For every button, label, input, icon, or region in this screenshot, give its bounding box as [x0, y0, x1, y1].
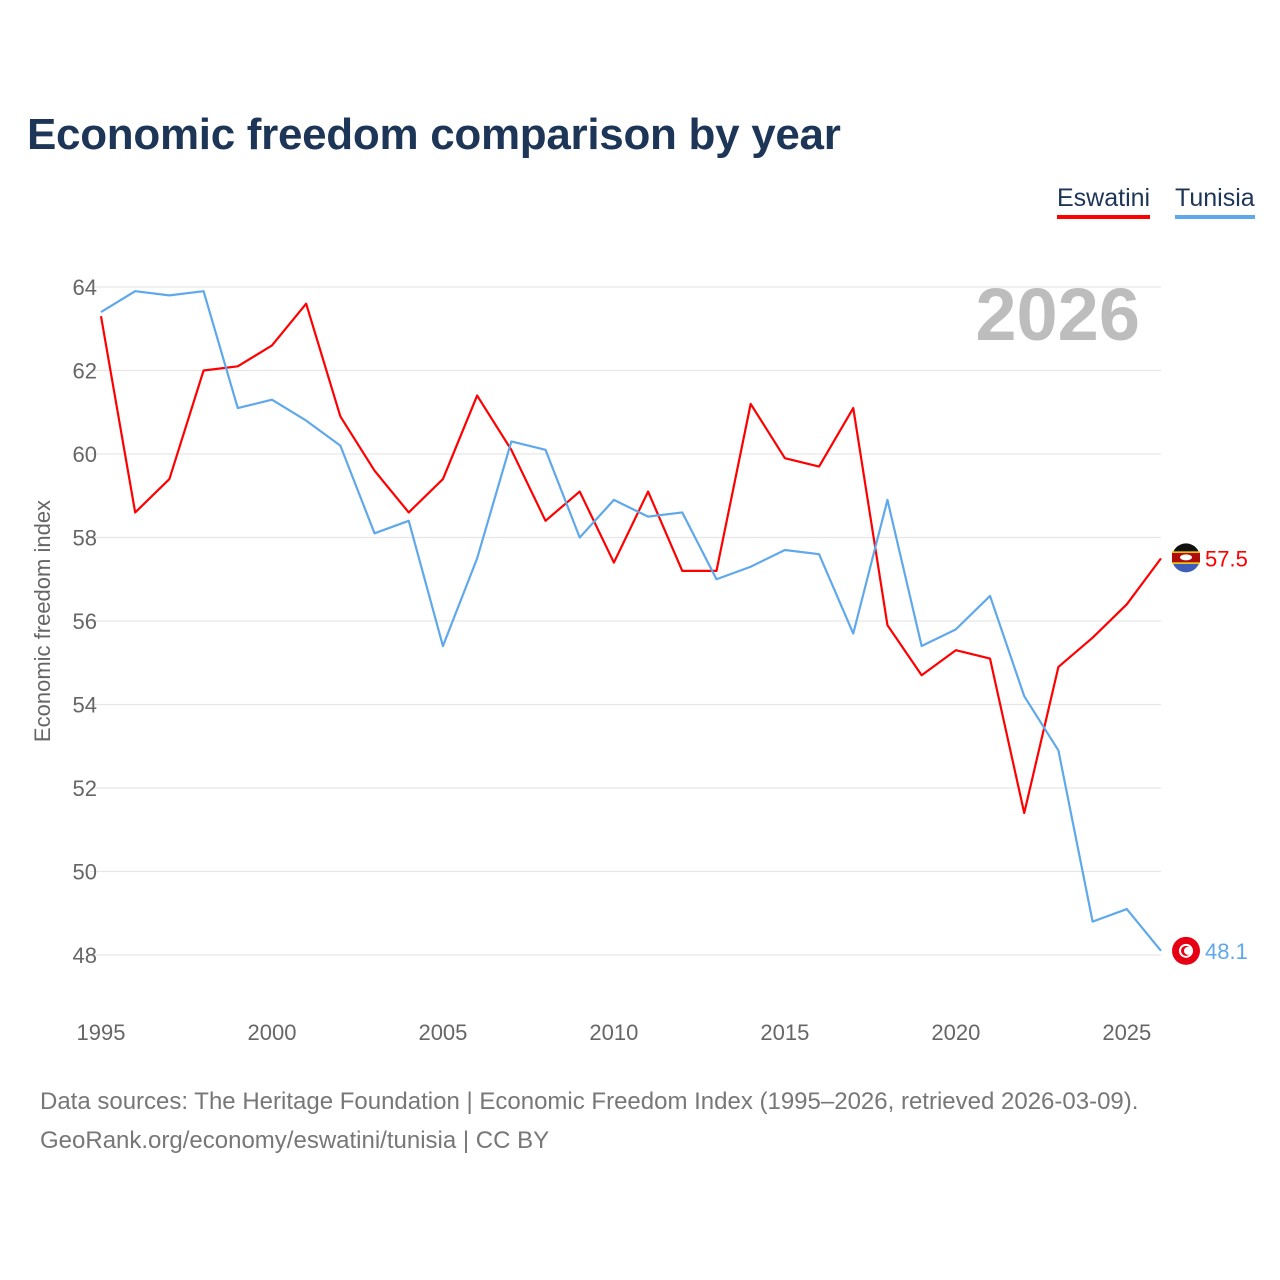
x-tick-label: 1995: [77, 1020, 126, 1045]
series-line-eswatini: [99, 302, 1162, 815]
tunisia-flag-icon: [1172, 936, 1200, 965]
y-tick-label: 58: [73, 526, 97, 551]
y-axis-label: Economic freedom index: [30, 500, 55, 742]
y-tick-label: 64: [73, 275, 97, 300]
eswatini-flag-icon: [1172, 543, 1200, 573]
legend-tunisia[interactable]: Tunisia: [1175, 184, 1255, 219]
y-tick-label: 56: [73, 609, 97, 634]
footer-link[interactable]: GeoRank.org/economy/eswatini/tunisia | C…: [40, 1127, 550, 1154]
y-tick-label: 50: [73, 860, 97, 885]
legend-eswatini[interactable]: Eswatini: [1057, 184, 1151, 219]
y-tick-label: 52: [73, 776, 97, 801]
y-tick-label: 48: [73, 943, 97, 968]
chart-title: Economic freedom comparison by year: [27, 110, 841, 159]
x-tick-label: 2020: [931, 1020, 980, 1045]
year-watermark: 2026: [975, 273, 1140, 356]
end-value-label: 57.5: [1205, 546, 1248, 571]
y-tick-label: 54: [73, 693, 97, 718]
series-line-tunisia: [100, 290, 1162, 952]
footer-sources: Data sources: The Heritage Foundation | …: [40, 1088, 1139, 1115]
x-tick-label: 2005: [418, 1020, 467, 1045]
x-tick-label: 2015: [760, 1020, 809, 1045]
y-tick-label: 62: [73, 359, 97, 384]
x-tick-label: 2000: [247, 1020, 296, 1045]
x-tick-label: 2010: [589, 1020, 638, 1045]
x-tick-label: 2025: [1102, 1020, 1151, 1045]
end-value-label: 48.1: [1205, 939, 1248, 964]
y-tick-label: 60: [73, 442, 97, 467]
